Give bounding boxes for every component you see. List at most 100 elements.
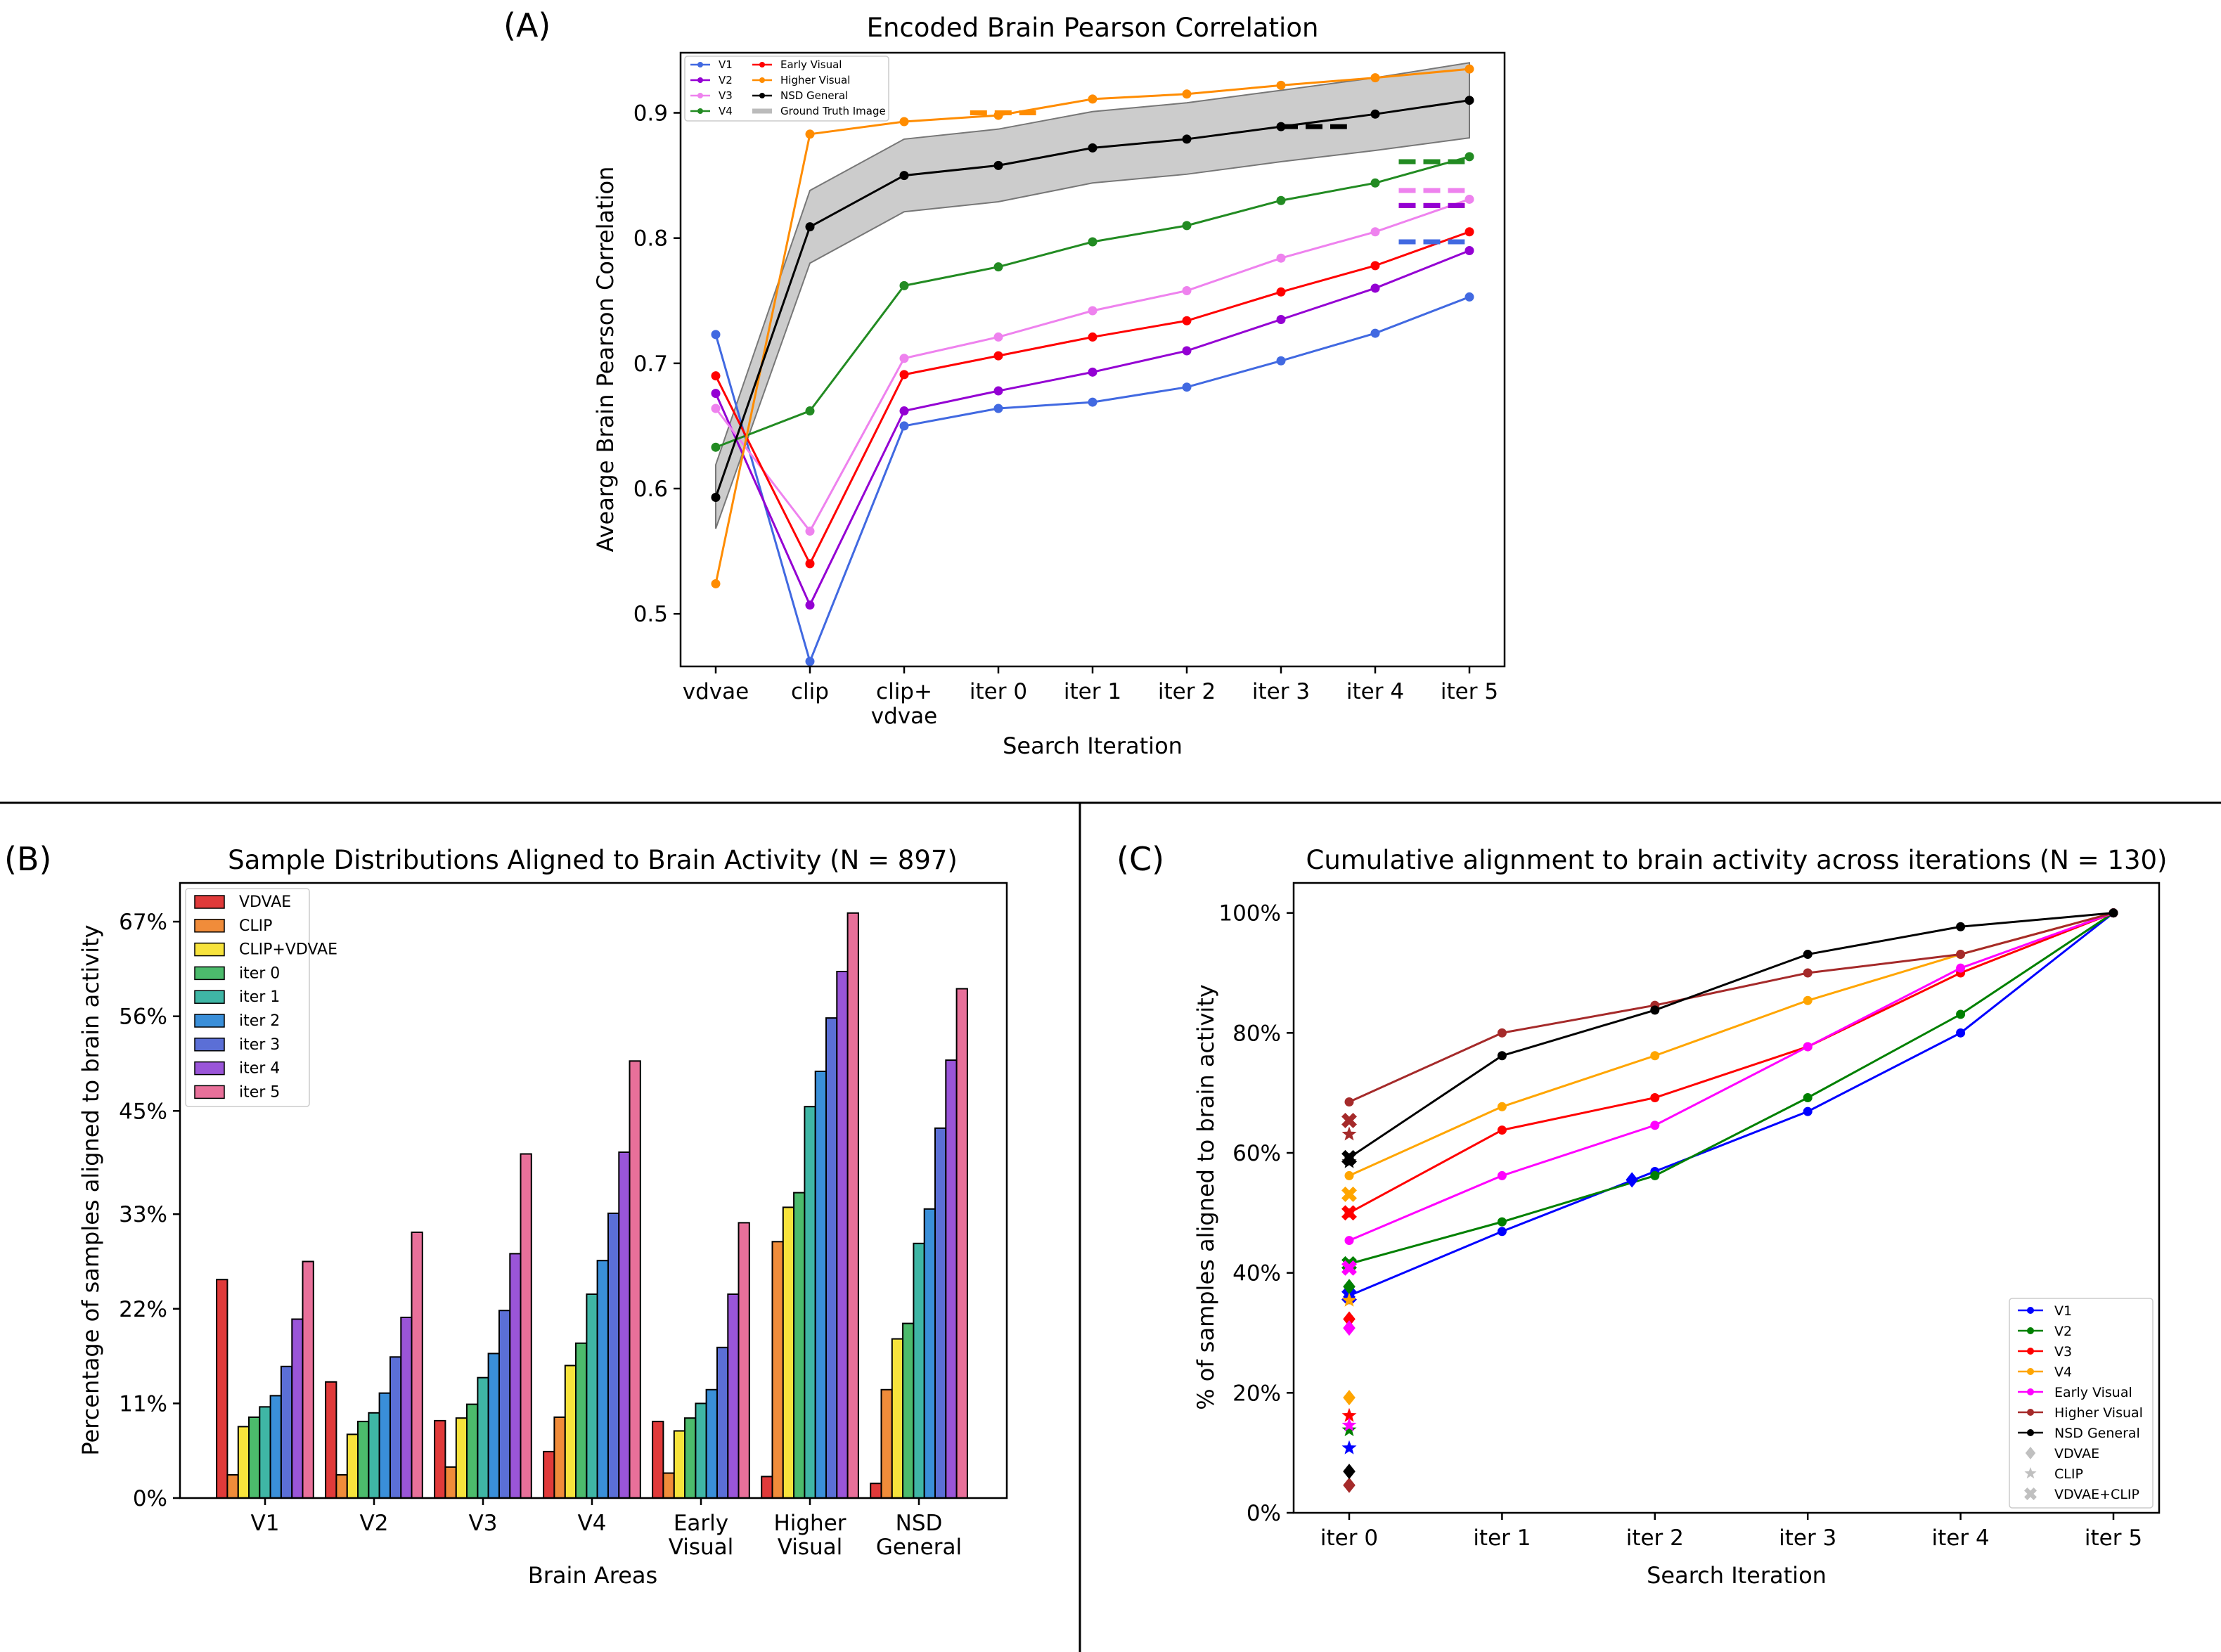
baseline-marker-diamond xyxy=(1343,1311,1356,1327)
y-tick-label: 0.7 xyxy=(633,351,668,377)
legend-label: Higher Visual xyxy=(780,74,850,86)
bar xyxy=(444,1466,457,1499)
chart-c: 0% 20% 40% 60% 80% 100% iter 0 iter 1 iter 2 iter… xyxy=(1218,882,2161,1551)
legend-label: Early Visual xyxy=(2054,1385,2132,1400)
legend-label: V3 xyxy=(719,89,733,102)
bar xyxy=(782,1206,795,1499)
data-point xyxy=(1370,283,1380,293)
y-tick-label: 100% xyxy=(1218,901,1281,927)
data-point xyxy=(1182,346,1192,356)
data-point xyxy=(1276,80,1286,90)
bar xyxy=(280,1365,293,1499)
x-tick-label: iter 1 xyxy=(1473,1525,1531,1551)
bar xyxy=(411,1231,423,1499)
legend-swatch xyxy=(194,1061,225,1076)
data-point xyxy=(805,129,815,139)
series-higher-visual xyxy=(711,64,1474,588)
x-tick-label: Higher xyxy=(773,1511,846,1536)
bar xyxy=(662,1472,675,1499)
legend-label: VDVAE xyxy=(2054,1446,2099,1461)
baseline-marker-diamond xyxy=(1343,1390,1356,1406)
bar xyxy=(761,1476,773,1499)
baseline-marker-diamond xyxy=(1343,1279,1356,1295)
legend-frame xyxy=(2009,1298,2154,1509)
data-point xyxy=(1464,227,1474,237)
data-point xyxy=(899,117,909,127)
x-tick-label: Visual xyxy=(669,1535,734,1560)
chart-b: 0%11%22%33%45%56%67%V1 V2 V3 V4 EarlyVisualH… xyxy=(119,882,1008,1560)
baseline-marker-star xyxy=(1341,1292,1357,1307)
data-point xyxy=(711,330,721,340)
data-point xyxy=(899,280,909,290)
bar-series-iter-5 xyxy=(302,912,968,1499)
series-v1 xyxy=(1344,908,2118,1301)
legend-label: iter 1 xyxy=(239,988,280,1006)
bar xyxy=(259,1406,271,1499)
bar xyxy=(596,1260,609,1499)
bar xyxy=(793,1192,806,1499)
bar xyxy=(325,1381,337,1499)
data-point xyxy=(1088,143,1097,153)
chart-b-ylabel: Percentage of samples aligned to brain a… xyxy=(77,924,104,1455)
chart-b-xlabel: Brain Areas xyxy=(528,1562,657,1589)
legend-marker xyxy=(2027,1368,2034,1375)
legend-swatch xyxy=(194,990,225,1004)
bar xyxy=(553,1417,566,1499)
data-point xyxy=(1370,328,1380,338)
data-point xyxy=(1464,64,1474,74)
legend-label: NSD General xyxy=(2054,1426,2140,1441)
bar xyxy=(684,1417,697,1499)
data-point xyxy=(1956,922,1966,931)
x-tick-label: NSD xyxy=(896,1511,943,1536)
data-point xyxy=(805,222,815,232)
data-point xyxy=(899,421,909,431)
data-point xyxy=(1088,397,1097,407)
bar xyxy=(923,1208,936,1499)
series-v4 xyxy=(1344,908,2118,1180)
data-point xyxy=(1956,950,1966,960)
x-tick-label: iter 0 xyxy=(1320,1525,1378,1551)
bar xyxy=(586,1293,598,1499)
data-point xyxy=(1956,1028,1966,1038)
bar xyxy=(466,1403,479,1499)
bar xyxy=(509,1253,522,1499)
legend-marker xyxy=(2027,1348,2034,1355)
series-v2 xyxy=(1344,908,2118,1269)
data-point xyxy=(1956,1009,1966,1019)
y-tick-label: 33% xyxy=(119,1202,167,1227)
baseline-marker-x xyxy=(1341,1186,1357,1202)
data-point xyxy=(1497,1028,1507,1038)
data-point xyxy=(1276,195,1286,205)
bar xyxy=(716,1346,729,1499)
legend-label: V3 xyxy=(2054,1344,2072,1360)
y-tick-label: 40% xyxy=(1232,1261,1281,1286)
x-tick-label: vdvae xyxy=(871,704,937,729)
panel-label-c: (C) xyxy=(1116,840,1164,878)
bar xyxy=(346,1433,359,1499)
data-point xyxy=(899,171,909,181)
x-tick-label: iter 3 xyxy=(1252,679,1310,704)
x-tick-label: Early xyxy=(674,1511,728,1536)
data-point xyxy=(1803,1092,1813,1102)
data-point xyxy=(1182,221,1192,231)
y-tick-label: 22% xyxy=(119,1297,167,1322)
data-point xyxy=(993,404,1003,413)
bar xyxy=(357,1421,370,1499)
legend-marker xyxy=(2027,1388,2034,1395)
bar xyxy=(771,1241,784,1499)
legend-label: iter 5 xyxy=(239,1083,280,1101)
data-point xyxy=(1497,1170,1507,1180)
data-point xyxy=(711,389,721,399)
y-tick-label: 0.8 xyxy=(633,226,668,252)
series-early-visual xyxy=(711,227,1474,569)
legend-label: V4 xyxy=(2054,1364,2072,1380)
baseline-marker-star xyxy=(1341,1417,1357,1432)
data-point xyxy=(1370,73,1380,83)
data-point xyxy=(1370,261,1380,271)
data-point xyxy=(711,579,721,588)
bar xyxy=(455,1417,468,1499)
baseline-marker-x xyxy=(1341,1260,1357,1276)
legend-label: VDVAE+CLIP xyxy=(2054,1487,2139,1502)
data-point xyxy=(1650,1121,1660,1130)
